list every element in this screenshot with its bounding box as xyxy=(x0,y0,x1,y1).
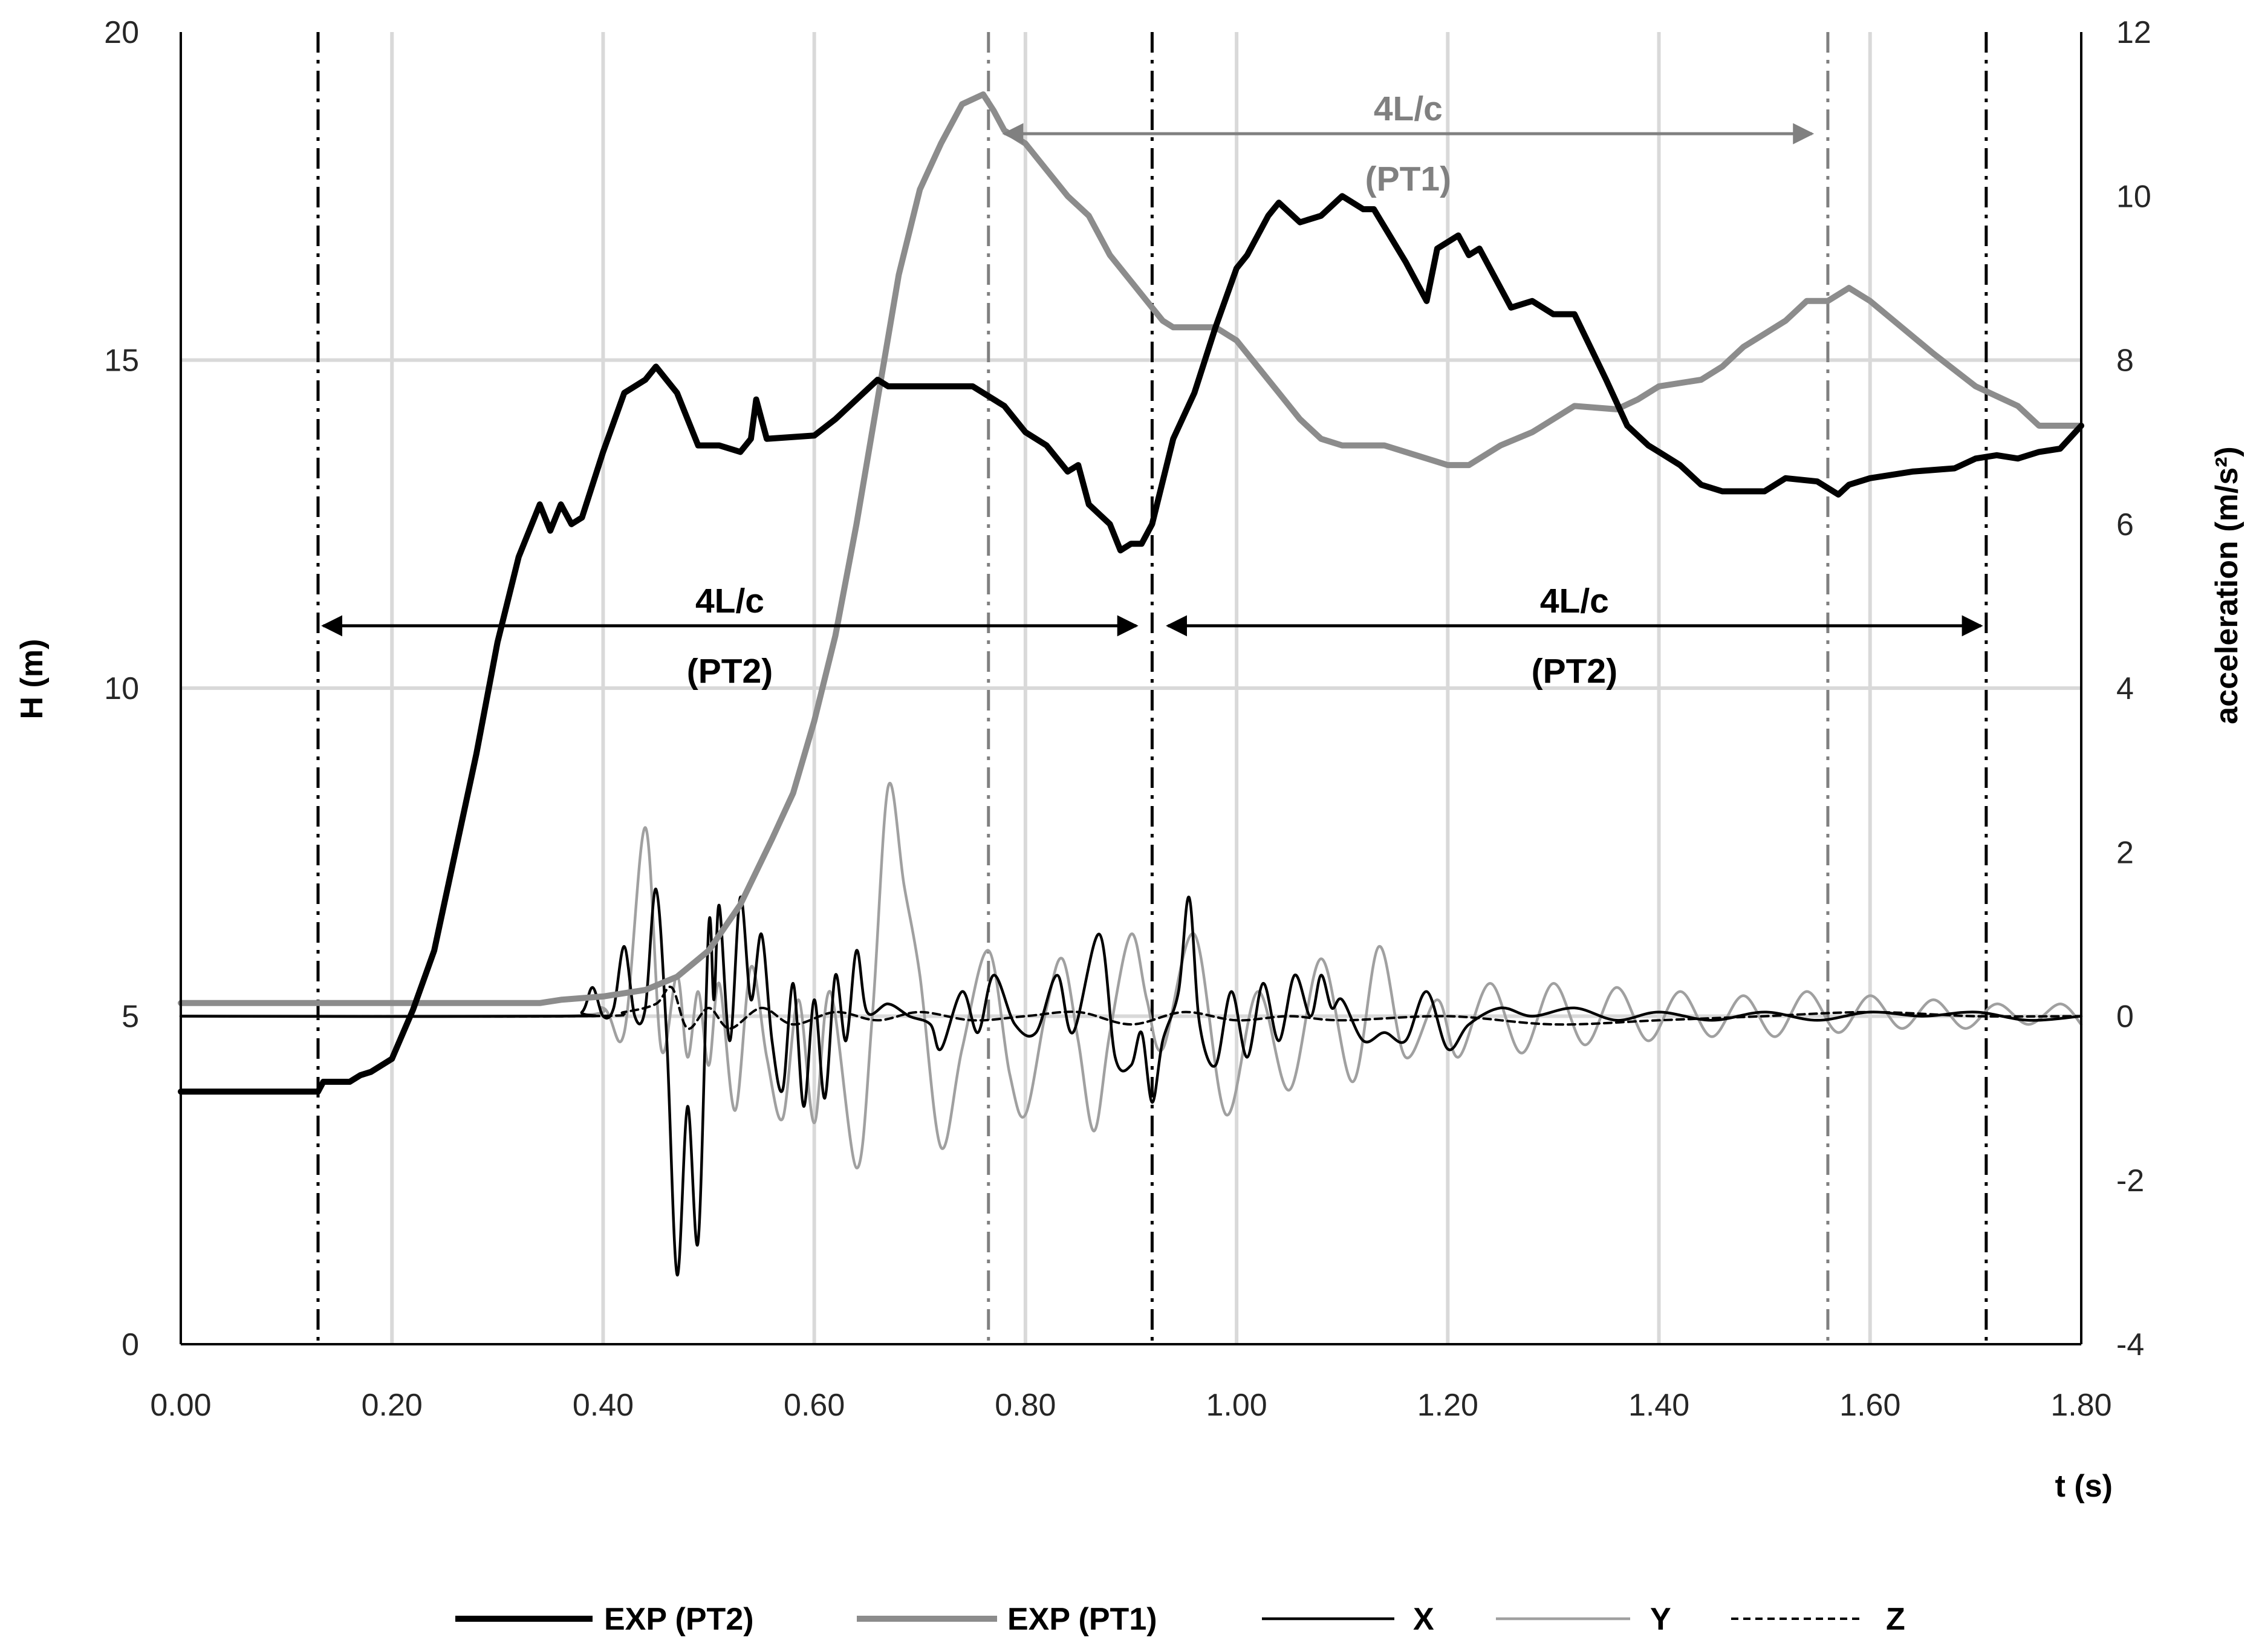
x-axis-title: t (s) xyxy=(2055,1469,2113,1504)
axes xyxy=(180,32,2082,1345)
right-tick-label: 6 xyxy=(2116,507,2134,542)
left-axis-title: H (m) xyxy=(15,639,50,720)
left-tick-label: 20 xyxy=(104,15,139,50)
x-tick-label: 0.80 xyxy=(995,1388,1056,1423)
right-tick-label: 10 xyxy=(2116,179,2151,214)
x-tick-label: 0.00 xyxy=(150,1388,211,1423)
series-lines xyxy=(178,91,2084,1276)
left-tick-label: 10 xyxy=(104,671,139,706)
legend-label-x: X xyxy=(1413,1602,1434,1637)
annotation-label-bottom: (PT1) xyxy=(1365,160,1452,198)
legend-item-x: X xyxy=(1262,1602,1434,1637)
x-tick-label: 1.00 xyxy=(1206,1388,1267,1423)
x-tick-label: 1.40 xyxy=(1628,1388,1689,1423)
left-tick-labels: 0 5 10 15 20 xyxy=(104,15,139,1362)
annotation-label-top: 4L/c xyxy=(1374,89,1443,128)
left-tick-label: 15 xyxy=(104,343,139,379)
annotation-label-top: 4L/c xyxy=(695,582,764,620)
left-tick-label: 0 xyxy=(122,1327,139,1362)
right-tick-label: 12 xyxy=(2116,15,2151,50)
legend-label-exp-pt1: EXP (PT1) xyxy=(1007,1602,1157,1637)
right-tick-label: 4 xyxy=(2116,671,2134,706)
annotation-label-bottom: (PT2) xyxy=(687,652,773,691)
series-line-y xyxy=(179,782,2083,1169)
legend: EXP (PT2) EXP (PT1) X Y Z xyxy=(455,1602,1905,1637)
series-line-exp-pt1 xyxy=(178,91,2084,1006)
legend-label-exp-pt2: EXP (PT2) xyxy=(604,1602,754,1637)
series-line-z xyxy=(180,985,2082,1030)
right-tick-labels: -4 -2 0 2 4 6 8 10 12 xyxy=(2116,15,2151,1362)
right-tick-label: 2 xyxy=(2116,835,2134,870)
annotation-label-bottom: (PT2) xyxy=(1532,652,1618,691)
x-tick-label: 0.60 xyxy=(784,1388,845,1423)
x-tick-label: 0.40 xyxy=(573,1388,634,1423)
x-tick-labels: 0.00 0.20 0.40 0.60 0.80 1.00 1.20 1.40 1.60 1.80 xyxy=(150,1388,2111,1423)
series-line-x xyxy=(179,888,2083,1276)
series-line-exp-pt2 xyxy=(178,193,2084,1095)
x-tick-label: 1.60 xyxy=(1839,1388,1900,1423)
legend-item-y: Y xyxy=(1496,1602,1671,1637)
right-tick-label: 8 xyxy=(2116,343,2134,379)
x-tick-label: 0.20 xyxy=(362,1388,423,1423)
right-tick-label: -4 xyxy=(2116,1327,2144,1362)
left-tick-label: 5 xyxy=(122,1000,139,1035)
annotations: 4L/c (PT2) 4L/c (PT2) 4L/c (PT1) xyxy=(321,89,1983,691)
right-tick-label: 0 xyxy=(2116,1000,2134,1035)
legend-label-y: Y xyxy=(1650,1602,1671,1637)
legend-label-z: Z xyxy=(1886,1602,1905,1637)
right-tick-label: -2 xyxy=(2116,1163,2144,1198)
legend-item-exp-pt2: EXP (PT2) xyxy=(455,1602,754,1637)
reference-lines xyxy=(316,32,1988,1344)
x-tick-label: 1.20 xyxy=(1417,1388,1478,1423)
legend-item-z: Z xyxy=(1731,1602,1905,1637)
right-axis-title: acceleration (m/s²) xyxy=(2209,446,2244,724)
legend-item-exp-pt1: EXP (PT1) xyxy=(857,1602,1157,1637)
annotation-label-top: 4L/c xyxy=(1540,582,1609,620)
x-tick-label: 1.80 xyxy=(2050,1388,2111,1423)
